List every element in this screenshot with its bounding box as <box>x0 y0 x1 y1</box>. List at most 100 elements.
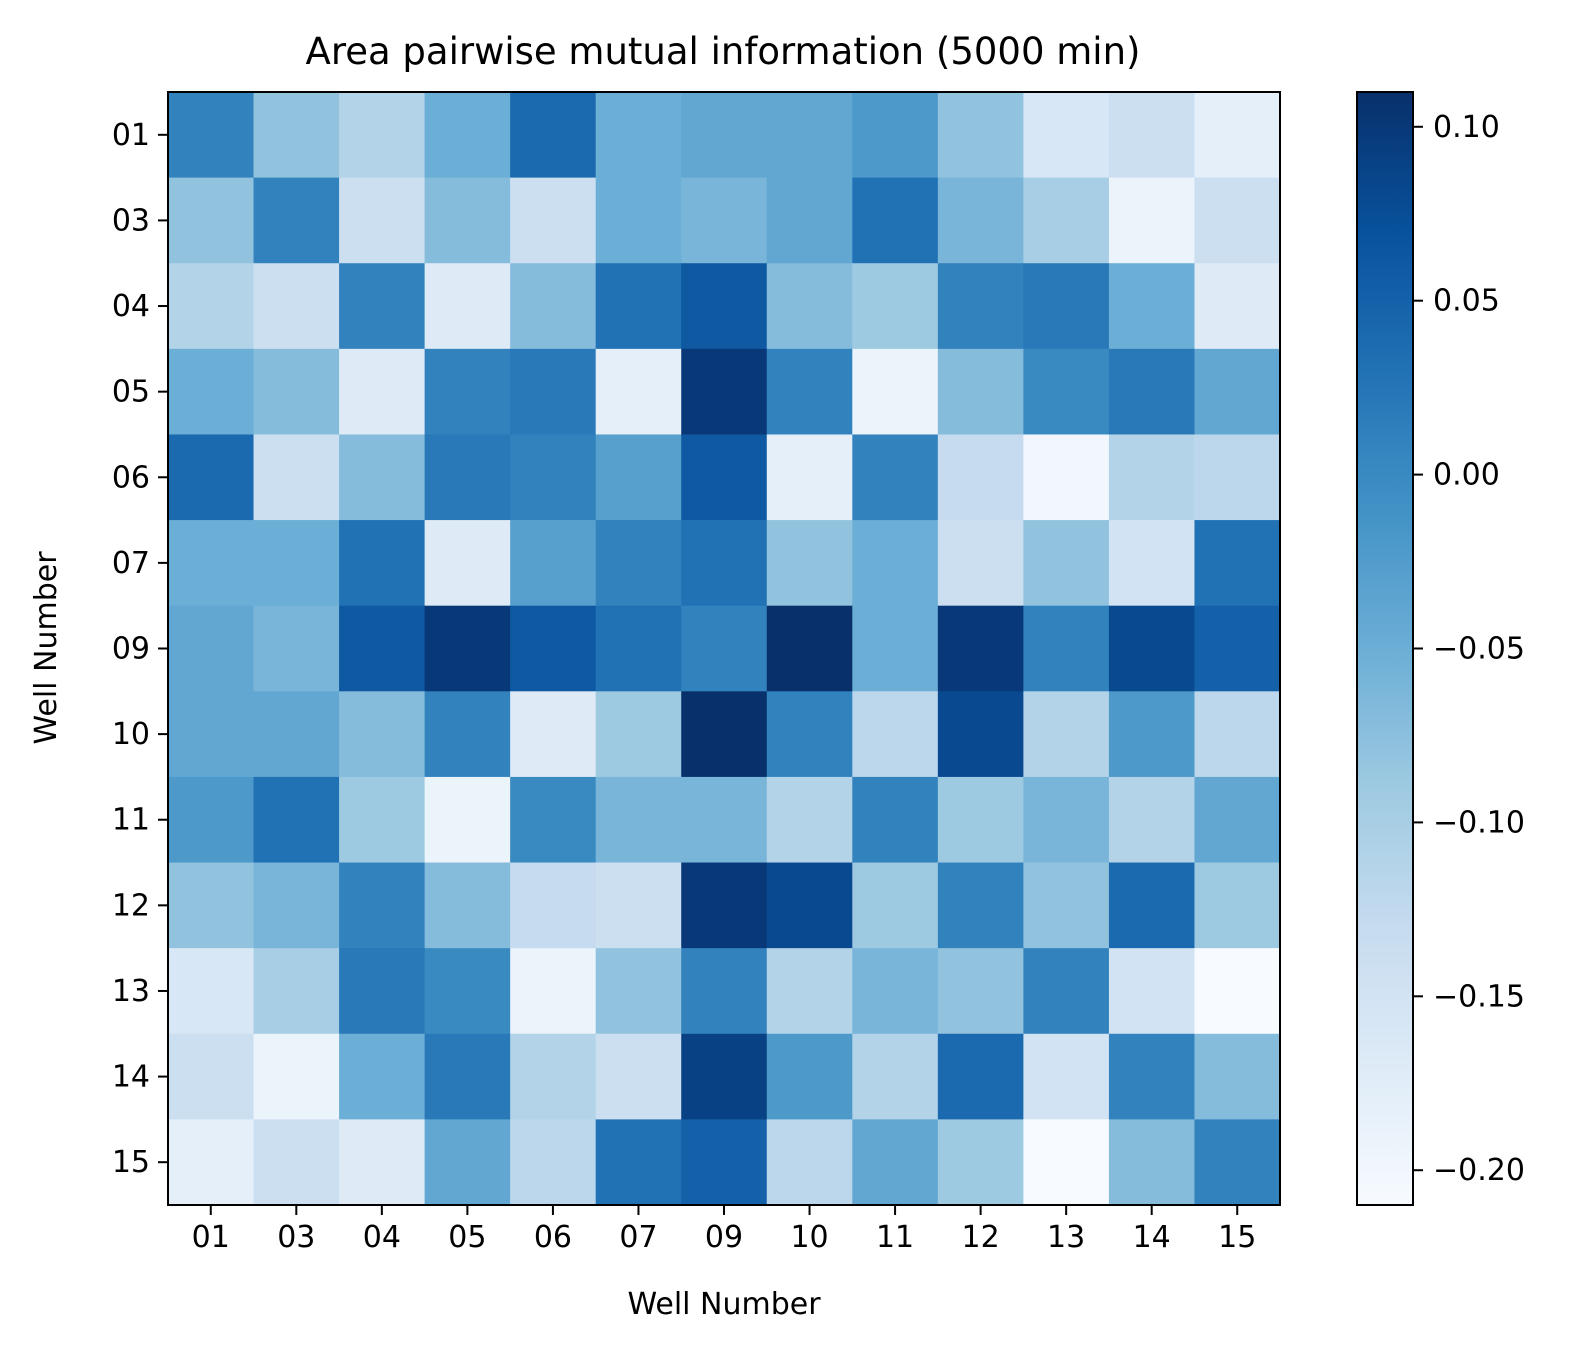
heatmap-cell-10-09 <box>681 691 768 778</box>
heatmap-cell-06-13 <box>1023 434 1110 521</box>
heatmap-cell-09-05 <box>424 605 511 692</box>
heatmap-cell-05-07 <box>595 348 682 436</box>
heatmap-cell-05-11 <box>852 348 939 436</box>
heatmap-cell-15-06 <box>510 1119 597 1206</box>
heatmap-cell-13-14 <box>1108 948 1196 1035</box>
heatmap-cell-04-06 <box>510 263 597 350</box>
heatmap-cell-03-07 <box>595 177 682 264</box>
heatmap-cell-15-01 <box>168 1119 255 1206</box>
heatmap-cell-05-05 <box>424 348 511 436</box>
heatmap-cell-10-07 <box>595 691 682 778</box>
colorbar-tick-label: 0.00 <box>1433 458 1500 493</box>
heatmap-cell-14-12 <box>937 1033 1024 1120</box>
heatmap-cell-15-14 <box>1108 1119 1196 1206</box>
heatmap-cell-11-15 <box>1194 776 1281 864</box>
x-tick-label: 10 <box>790 1220 828 1255</box>
heatmap-cell-12-05 <box>424 862 511 949</box>
x-tick-label: 05 <box>448 1220 486 1255</box>
heatmap-cell-04-09 <box>681 263 768 350</box>
heatmap-cell-13-07 <box>595 948 682 1035</box>
heatmap-cell-05-14 <box>1108 348 1196 436</box>
y-tick-label: 07 <box>112 546 150 581</box>
heatmap-cell-14-10 <box>766 1033 853 1120</box>
colorbar-tick-label: −0.15 <box>1433 979 1525 1014</box>
heatmap-cell-14-07 <box>595 1033 682 1120</box>
heatmap-cell-11-03 <box>253 776 340 864</box>
heatmap-cell-03-04 <box>339 177 426 264</box>
heatmap-cell-09-03 <box>253 605 340 692</box>
heatmap-cell-05-12 <box>937 348 1024 436</box>
heatmap-cell-01-13 <box>1023 92 1110 179</box>
heatmap-cell-09-14 <box>1108 605 1196 692</box>
x-axis-ticks: 01 03 04 05 06 07 09 10 11 12 13 14 15 <box>192 1205 1256 1255</box>
y-tick-label: 09 <box>112 632 150 667</box>
heatmap-cell-13-01 <box>168 948 255 1035</box>
heatmap-cell-04-01 <box>168 263 255 350</box>
y-tick-label: 10 <box>112 717 150 752</box>
heatmap-cell-03-05 <box>424 177 511 264</box>
heatmap-cell-07-09 <box>681 520 768 607</box>
y-tick-label: 15 <box>112 1145 150 1180</box>
heatmap-cell-04-07 <box>595 263 682 350</box>
heatmap-cell-01-03 <box>253 92 340 179</box>
heatmap-cell-05-15 <box>1194 348 1281 436</box>
heatmap-cell-11-14 <box>1108 776 1196 864</box>
heatmap-cell-05-03 <box>253 348 340 436</box>
heatmap-cell-07-07 <box>595 520 682 607</box>
colorbar-tick-label: −0.10 <box>1433 805 1525 840</box>
y-tick-label: 05 <box>112 375 150 410</box>
heatmap-cell-14-05 <box>424 1033 511 1120</box>
heatmap-cell-03-13 <box>1023 177 1110 264</box>
heatmap-cell-04-04 <box>339 263 426 350</box>
heatmap-cell-07-14 <box>1108 520 1196 607</box>
heatmap-cell-09-07 <box>595 605 682 692</box>
heatmap-cell-11-04 <box>339 776 426 864</box>
heatmap-cell-09-15 <box>1194 605 1281 692</box>
heatmap-cell-05-10 <box>766 348 853 436</box>
x-tick-label: 15 <box>1218 1220 1256 1255</box>
heatmap-cell-01-01 <box>168 92 255 179</box>
heatmap-cell-07-15 <box>1194 520 1281 607</box>
x-tick-label: 13 <box>1047 1220 1085 1255</box>
x-tick-label: 11 <box>876 1220 914 1255</box>
heatmap-cell-12-07 <box>595 862 682 949</box>
heatmap-cell-10-14 <box>1108 691 1196 778</box>
heatmap-cell-03-03 <box>253 177 340 264</box>
heatmap-cell-07-05 <box>424 520 511 607</box>
heatmap-cell-13-09 <box>681 948 768 1035</box>
x-axis-label: Well Number <box>627 1287 821 1322</box>
heatmap-cell-10-01 <box>168 691 255 778</box>
y-tick-label: 06 <box>112 460 150 495</box>
heatmap-cell-13-10 <box>766 948 853 1035</box>
heatmap-cell-12-06 <box>510 862 597 949</box>
heatmap-cell-15-15 <box>1194 1119 1281 1206</box>
heatmap-cell-03-14 <box>1108 177 1196 264</box>
heatmap-cell-15-11 <box>852 1119 939 1206</box>
heatmap-cell-07-01 <box>168 520 255 607</box>
y-tick-label: 11 <box>112 803 150 838</box>
heatmap-cell-10-04 <box>339 691 426 778</box>
heatmap-cell-01-05 <box>424 92 511 179</box>
heatmap-cell-03-11 <box>852 177 939 264</box>
heatmap-cell-14-15 <box>1194 1033 1281 1120</box>
heatmap-cell-11-13 <box>1023 776 1110 864</box>
heatmap-cell-05-04 <box>339 348 426 436</box>
heatmap-cell-12-10 <box>766 862 853 949</box>
heatmap-cell-12-13 <box>1023 862 1110 949</box>
heatmap-cell-15-12 <box>937 1119 1024 1206</box>
heatmap-cell-04-05 <box>424 263 511 350</box>
heatmap-cell-05-13 <box>1023 348 1110 436</box>
heatmap-cell-10-06 <box>510 691 597 778</box>
x-tick-label: 12 <box>962 1220 1000 1255</box>
heatmap-cell-11-01 <box>168 776 255 864</box>
heatmap-cell-13-06 <box>510 948 597 1035</box>
heatmap-cell-01-12 <box>937 92 1024 179</box>
heatmap-cell-03-09 <box>681 177 768 264</box>
heatmap-cell-09-09 <box>681 605 768 692</box>
heatmap-cell-07-11 <box>852 520 939 607</box>
y-tick-label: 01 <box>112 118 150 153</box>
heatmap-cell-11-07 <box>595 776 682 864</box>
heatmap-cell-06-11 <box>852 434 939 521</box>
heatmap-cell-10-15 <box>1194 691 1281 778</box>
